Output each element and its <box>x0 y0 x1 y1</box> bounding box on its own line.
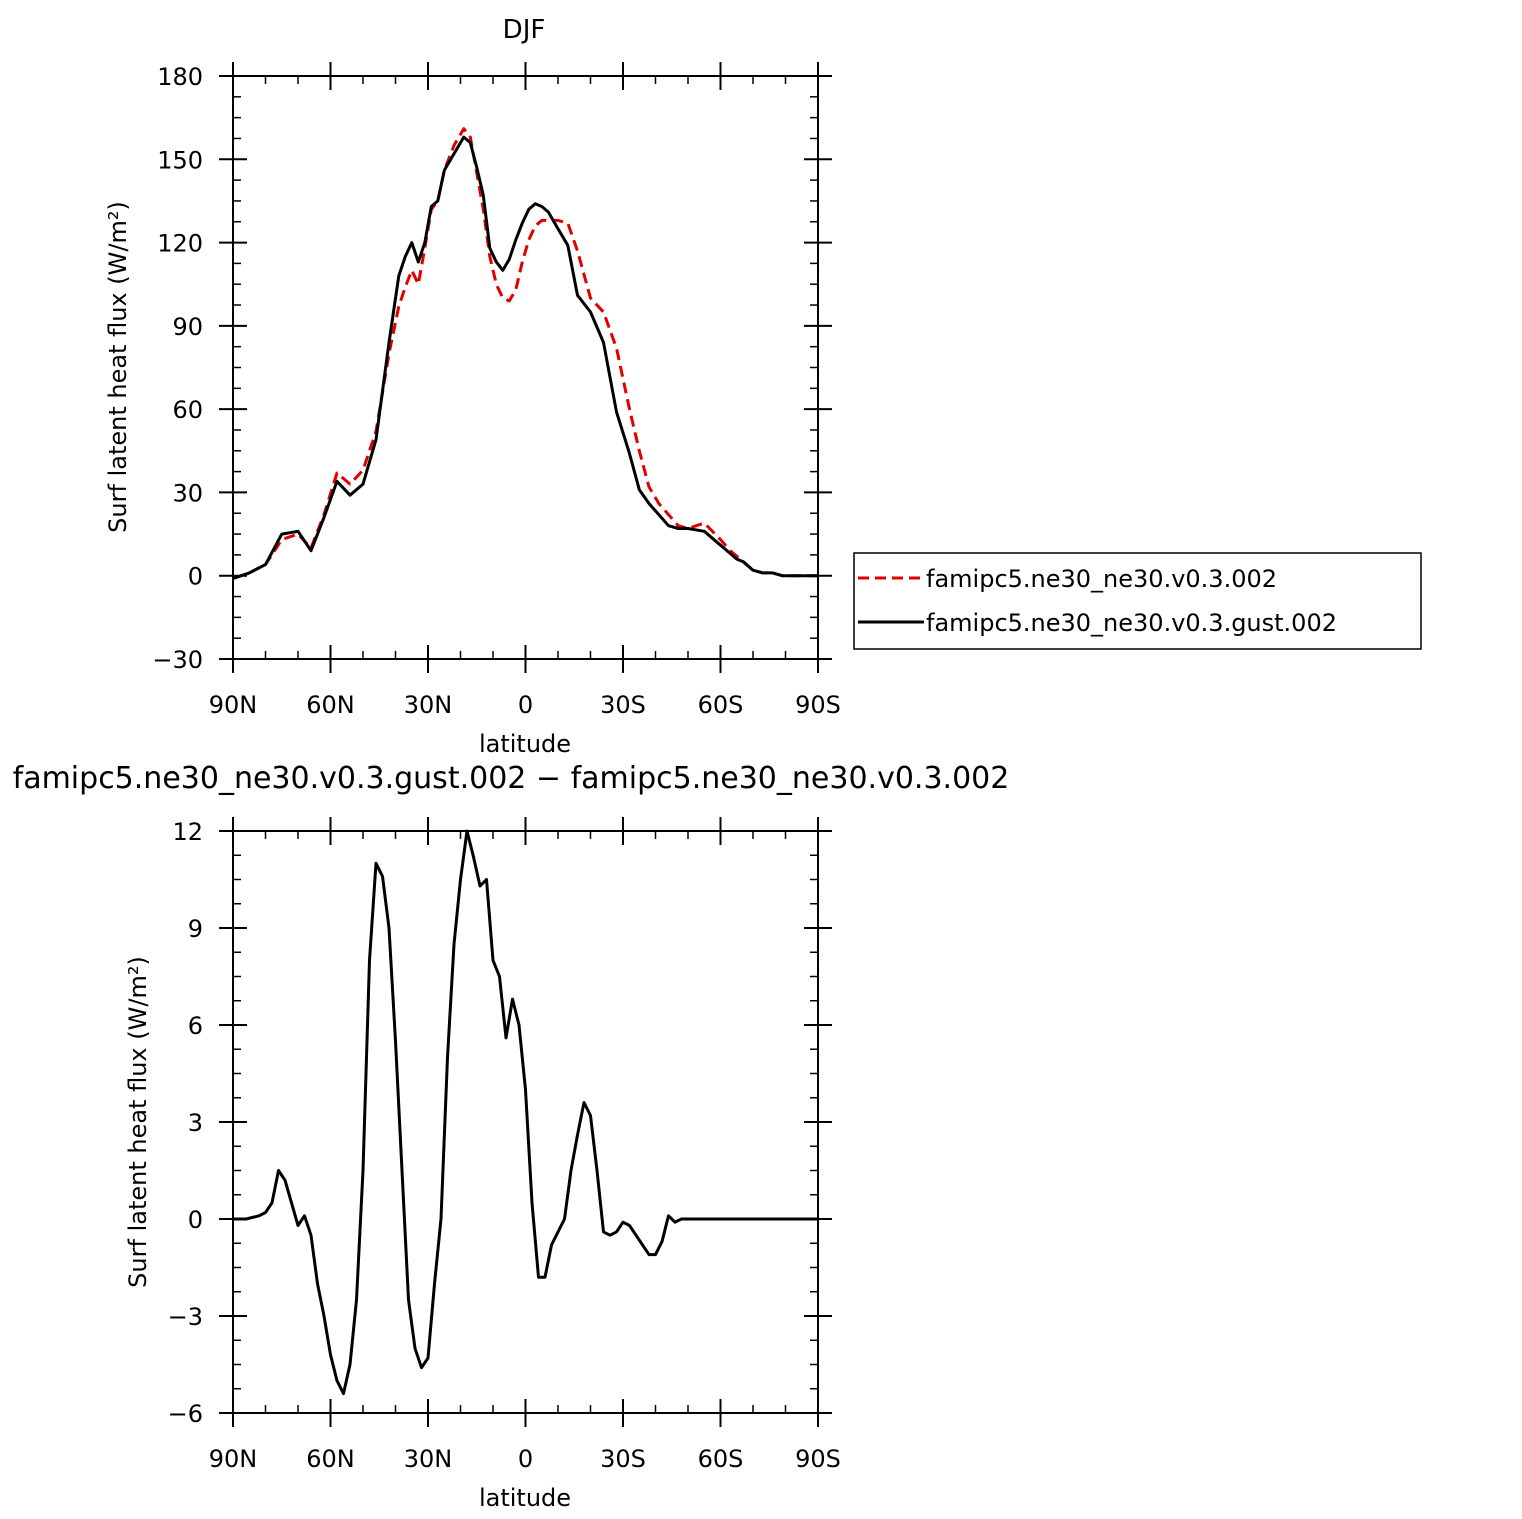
x-tick-label: 90N <box>209 1445 258 1473</box>
y-tick-label: 12 <box>172 818 203 846</box>
top-plot-frame <box>232 75 819 660</box>
y-tick-label: −6 <box>168 1400 203 1428</box>
bottom-tick-marks <box>219 817 832 1427</box>
bottom-x-tick-labels: 90N 60N 30N 0 30S 60S 90S <box>209 1445 841 1473</box>
y-tick-label: 0 <box>188 563 203 591</box>
legend-label-control: famipc5.ne30_ne30.v0.3.002 <box>926 565 1277 593</box>
x-tick-label: 30N <box>404 691 453 719</box>
bottom-title: famipc5.ne30_ne30.v0.3.gust.002 − famipc… <box>13 761 1010 796</box>
x-tick-label: 0 <box>518 1445 533 1473</box>
series-line-test <box>233 829 818 1396</box>
top-tick-marks <box>219 62 832 673</box>
y-tick-label: 60 <box>172 396 203 424</box>
top-title: DJF <box>503 15 546 45</box>
x-tick-label: 30N <box>404 1445 453 1473</box>
bottom-series-group <box>233 829 818 1396</box>
x-tick-label: 30S <box>600 691 646 719</box>
legend-label-test: famipc5.ne30_ne30.v0.3.gust.002 <box>926 609 1337 637</box>
y-tick-label: 150 <box>157 146 203 174</box>
legend-box <box>853 552 1422 650</box>
y-tick-label: 9 <box>188 915 203 943</box>
x-tick-label: 60S <box>698 691 744 719</box>
bottom-plot-frame <box>232 830 819 1414</box>
y-tick-label: 6 <box>188 1012 203 1040</box>
x-tick-label: 30S <box>600 1445 646 1473</box>
series-line-test <box>232 135 818 580</box>
bottom-y-tick-labels: −6 −3 0 3 6 9 12 <box>168 818 203 1428</box>
legend: famipc5.ne30_ne30.v0.3.002 famipc5.ne30_… <box>853 552 1422 650</box>
x-tick-label: 60S <box>698 1445 744 1473</box>
y-tick-label: −3 <box>168 1303 203 1331</box>
x-tick-label: 60N <box>306 1445 355 1473</box>
bottom-y-axis-label: Surf latent heat flux (W/m²) <box>124 956 152 1288</box>
y-tick-label: −30 <box>152 646 203 674</box>
x-tick-label: 90N <box>209 691 258 719</box>
x-tick-label: 60N <box>306 691 355 719</box>
top-x-axis-label: latitude <box>479 730 571 758</box>
y-tick-label: 90 <box>172 313 203 341</box>
y-tick-label: 0 <box>188 1206 203 1234</box>
top-panel: DJF −30 0 30 60 90 120 150 180 90N 60N 30N 0 30S 60S… <box>104 15 841 758</box>
top-y-axis-label: Surf latent heat flux (W/m²) <box>104 201 132 533</box>
top-x-tick-labels: 90N 60N 30N 0 30S 60S 90S <box>209 691 841 719</box>
bottom-panel: famipc5.ne30_ne30.v0.3.gust.002 − famipc… <box>13 761 1010 1512</box>
x-tick-label: 0 <box>518 691 533 719</box>
series-line-control <box>232 127 818 580</box>
top-series-group <box>232 127 818 580</box>
top-y-tick-labels: −30 0 30 60 90 120 150 180 <box>152 63 203 674</box>
x-tick-label: 90S <box>795 691 841 719</box>
x-tick-label: 90S <box>795 1445 841 1473</box>
y-tick-label: 3 <box>188 1109 203 1137</box>
bottom-x-axis-label: latitude <box>479 1484 571 1512</box>
y-tick-label: 30 <box>172 479 203 507</box>
y-tick-label: 180 <box>157 63 203 91</box>
y-tick-label: 120 <box>157 230 203 258</box>
